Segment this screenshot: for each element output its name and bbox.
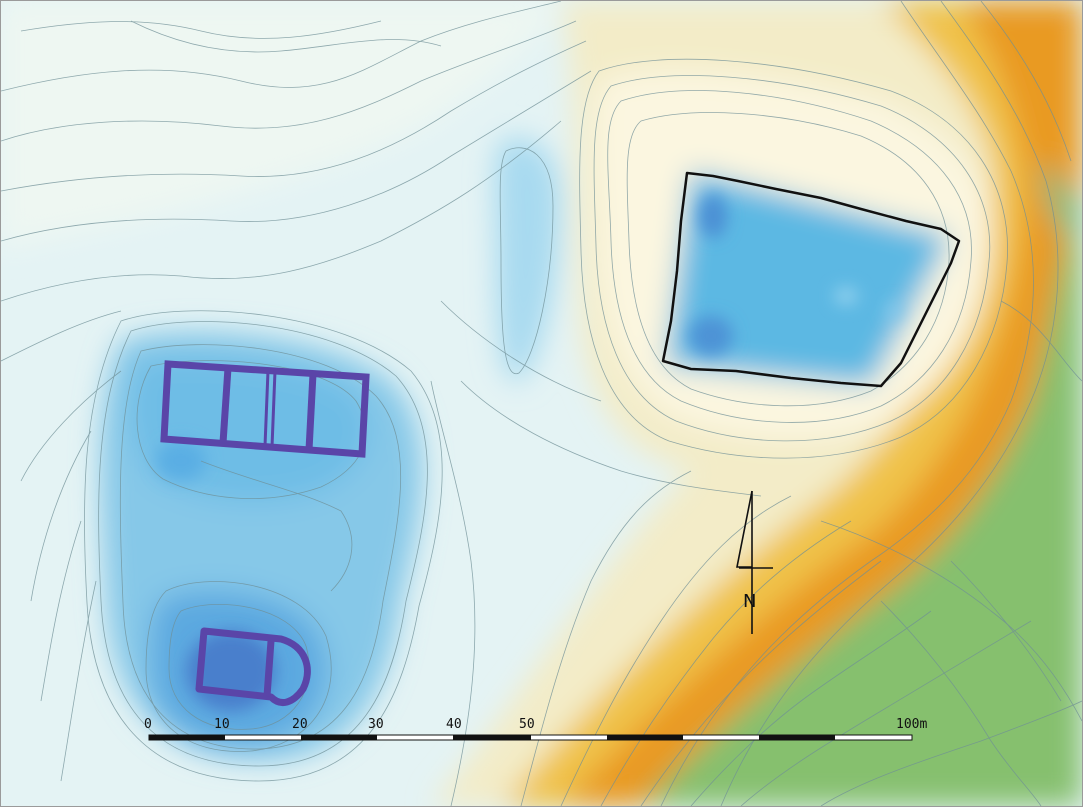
scale-tick-label: 30 <box>368 717 384 732</box>
terrain-depressions <box>156 194 902 711</box>
scale-tick-label: 100m <box>896 717 927 732</box>
scale-tick-label: 10 <box>214 717 230 732</box>
rectangular-structure <box>160 360 370 458</box>
north-arrow[interactable]: N <box>736 490 773 634</box>
scale-bar-segment <box>607 735 683 740</box>
scale-bar-segment <box>301 735 377 740</box>
scale-tick-label: 20 <box>292 717 308 732</box>
apsidal-structure <box>195 627 311 707</box>
enclosure-outline <box>661 171 961 388</box>
scale-tick-label: 0 <box>144 717 152 732</box>
scale-bar: 0 10 20 30 40 50 100m <box>144 717 927 741</box>
scale-bar-segment <box>759 735 835 740</box>
scale-bar-segment <box>149 735 225 740</box>
north-label: N <box>743 591 756 612</box>
scale-tick-label: 40 <box>446 717 462 732</box>
scale-bar-segment <box>453 735 531 740</box>
scale-tick-label: 50 <box>519 717 535 732</box>
